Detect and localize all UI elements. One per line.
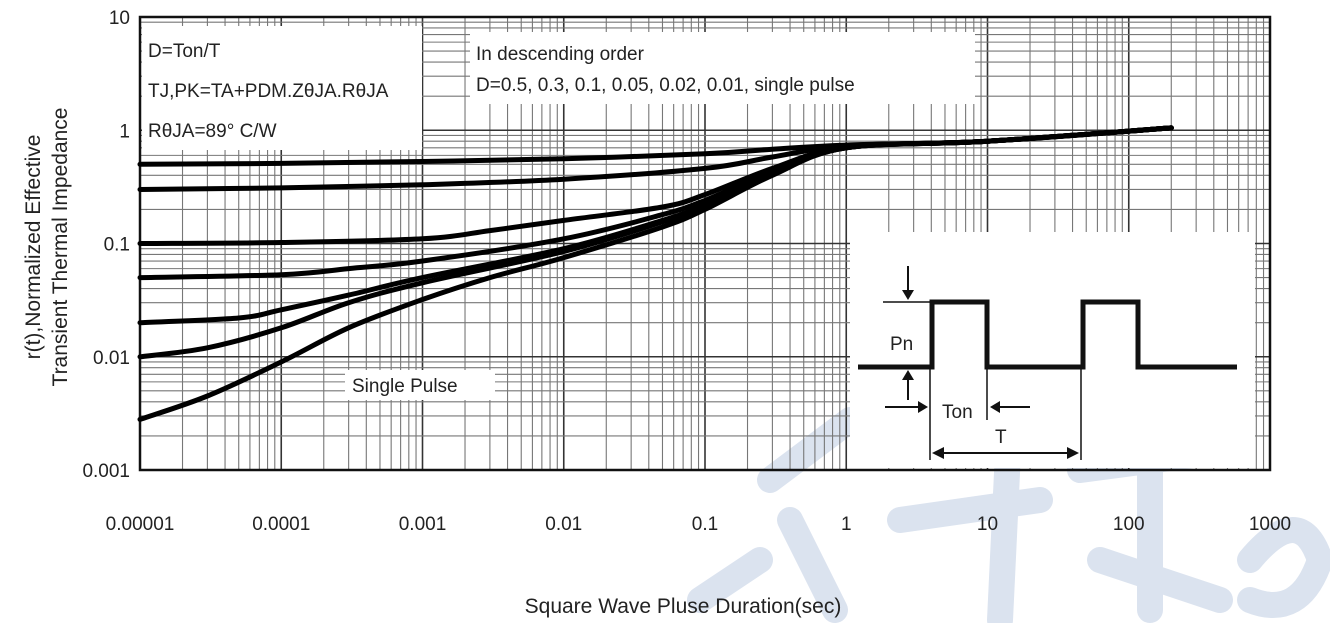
x-tick-label: 0.001 [399,514,447,535]
x-tick-label: 10 [977,514,998,535]
x-tick-label: 0.01 [545,514,582,535]
order-line2: D=0.5, 0.3, 0.1, 0.05, 0.02, 0.01, singl… [476,75,855,96]
tj-formula: TJ,PK=TA+PDM.ZθJA.RθJA [148,81,389,102]
y-tick-label: 10 [109,8,130,29]
x-tick-label: 0.1 [692,514,718,535]
x-tick-label: 0.00001 [106,514,175,535]
t-label: T [995,427,1007,448]
pulse-waveform [858,299,1237,370]
y-tick-labels: 10 1 0.1 0.01 0.001 [82,8,130,482]
y-tick-label: 0.1 [104,235,130,256]
x-tick-label: 100 [1113,514,1145,535]
x-tick-label: 1 [841,514,852,535]
pdm-label: Pn [890,334,913,355]
curve-7 [137,125,1174,422]
order-line1: In descending order [476,44,645,65]
ton-label: Ton [942,402,973,423]
rja-formula: RθJA=89° C/W [148,121,277,142]
single-pulse-note: Single Pulse [345,370,495,400]
single-pulse-label: Single Pulse [352,376,458,397]
x-tick-label: 1000 [1249,514,1291,535]
formula-box: D=Ton/T TJ,PK=TA+PDM.ZθJA.RθJA RθJA=89° … [142,26,422,150]
order-note: In descending order D=0.5, 0.3, 0.1, 0.0… [470,32,975,104]
x-axis-label: Square Wave Pluse Duration(sec) [525,595,842,618]
curves [137,125,1174,422]
d-formula: D=Ton/T [148,41,221,62]
x-tick-label: 0.0001 [252,514,310,535]
pulse-inset: Pn Ton T [850,232,1255,468]
y-tick-label: 0.01 [93,348,130,369]
x-tick-labels: 0.00001 0.0001 0.001 0.01 0.1 1 10 100 1000 [106,514,1291,535]
y-tick-label: 0.001 [82,461,130,482]
y-axis-label-line2: Transient Thermal Impedance [49,108,72,387]
y-axis-label-line1: r(t),Normalized Effective [22,135,45,360]
y-tick-label: 1 [119,121,130,142]
